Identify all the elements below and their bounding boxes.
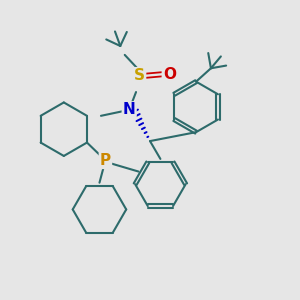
Text: S: S: [134, 68, 145, 83]
Text: N: N: [123, 102, 136, 117]
Text: P: P: [100, 153, 111, 168]
Text: O: O: [163, 67, 176, 82]
